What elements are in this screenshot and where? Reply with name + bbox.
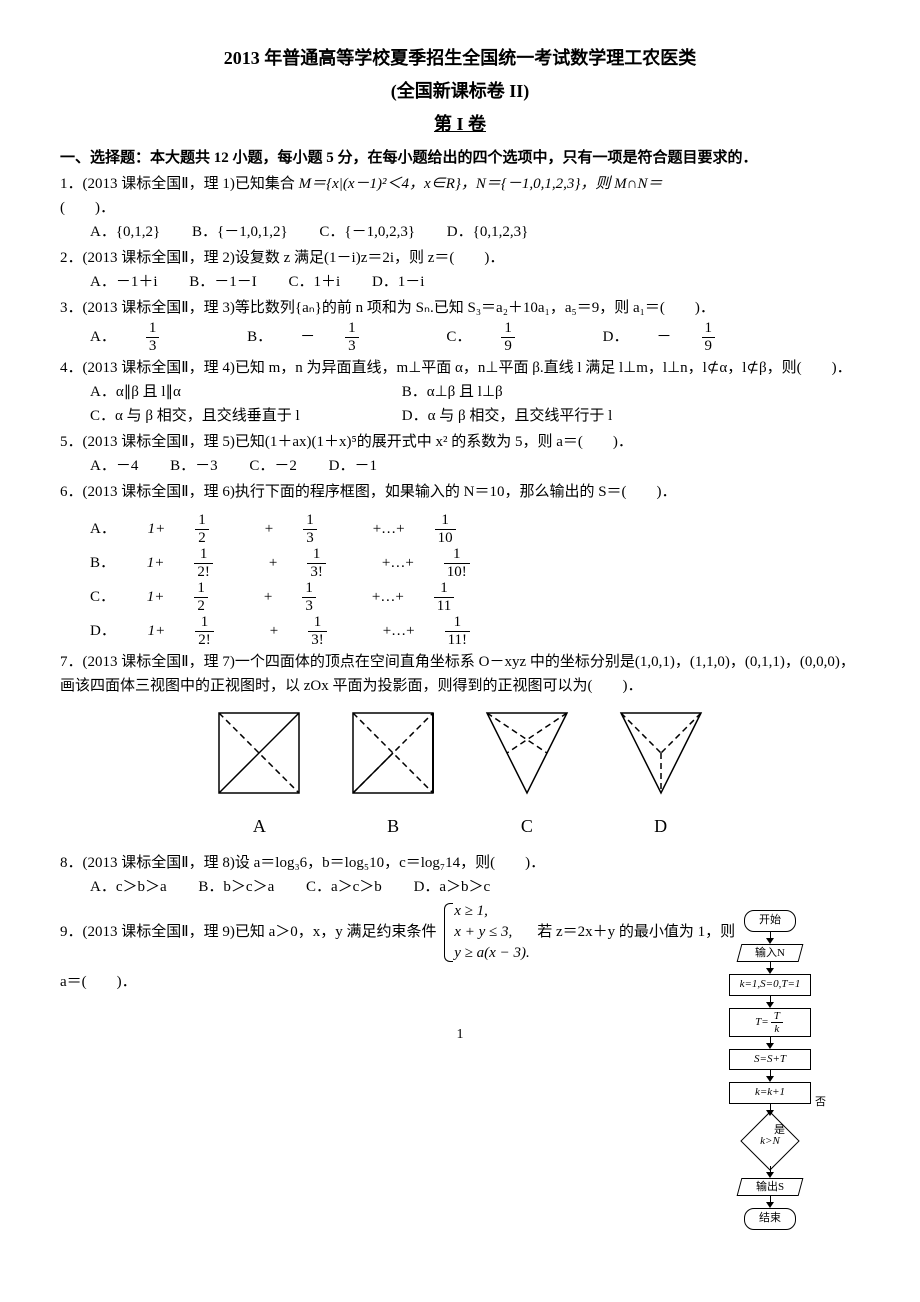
q8-opt-a: A．c＞b＞a xyxy=(90,875,167,899)
q7-fig-b: B xyxy=(348,708,438,841)
q3-stem: 3．(2013 课标全国Ⅱ，理 3)等比数列{aₙ}的前 n 项和为 Sₙ.已知… xyxy=(60,300,715,316)
q6-opt-b: B． 1+12!+13!+…+110! xyxy=(90,546,780,580)
q2-stem: 2．(2013 课标全国Ⅱ，理 2)设复数 z 满足(1－i)z＝2i，则 z＝… xyxy=(60,250,504,266)
flow-yes-label: 是 xyxy=(774,1122,785,1140)
q5-opt-a: A．－4 xyxy=(90,454,138,478)
flow-start: 开始 xyxy=(744,910,796,932)
flowchart: 开始 输入N k=1,S=0,T=1 T=Tk S=S+T k=k+1 k>N … xyxy=(720,910,820,1229)
title-line-1: 2013 年普通高等学校夏季招生全国统一考试数学理工农医类 xyxy=(60,44,860,73)
question-8: 8．(2013 课标全国Ⅱ，理 8)设 a＝log₃6，b＝log₅10，c＝l… xyxy=(60,851,860,899)
q3-opt-c: C．19 xyxy=(446,320,571,354)
q7-fig-a: A xyxy=(214,708,304,841)
q6-opt-d: D． 1+12!+13!+…+111! xyxy=(90,614,780,648)
q2-opt-d: D．1－i xyxy=(372,270,425,294)
question-3: 3．(2013 课标全国Ⅱ，理 3)等比数列{aₙ}的前 n 项和为 Sₙ.已知… xyxy=(60,296,860,354)
flow-output: 输出S xyxy=(737,1178,804,1196)
q4-opt-d: D．α 与 β 相交，且交线平行于 l xyxy=(402,404,613,428)
title-line-3: 第 I 卷 xyxy=(60,110,860,139)
question-7: 7．(2013 课标全国Ⅱ，理 7)一个四面体的顶点在空间直角坐标系 O－xyz… xyxy=(60,650,860,841)
q1-paren: ( )． xyxy=(60,196,860,220)
q7-figures: A B C xyxy=(60,708,860,841)
q8-opt-b: B．b＞c＞a xyxy=(198,875,274,899)
q5-stem: 5．(2013 课标全国Ⅱ，理 5)已知(1＋ax)(1＋x)⁵的展开式中 x²… xyxy=(60,434,633,450)
flow-cond: k>N xyxy=(740,1111,799,1170)
flow-step1: T=Tk xyxy=(729,1008,811,1037)
q5-opt-c: C．－2 xyxy=(249,454,297,478)
q7-fig-c: C xyxy=(482,708,572,841)
q5-opt-b: B．－3 xyxy=(170,454,218,478)
q1-opt-b: B．{－1,0,1,2} xyxy=(192,220,288,244)
flow-input: 输入N xyxy=(737,944,804,962)
q9-stem-a: 9．(2013 课标全国Ⅱ，理 9)已知 a＞0，x，y 满足约束条件 xyxy=(60,924,437,940)
q6-stem: 6．(2013 课标全国Ⅱ，理 6)执行下面的程序框图，如果输入的 N＝10，那… xyxy=(60,484,677,500)
q9-system: x ≥ 1, x + y ≤ 3, y ≥ a(x − 3). xyxy=(440,901,529,964)
title-line-2: (全国新课标卷 II) xyxy=(60,77,860,106)
question-4: 4．(2013 课标全国Ⅱ，理 4)已知 m，n 为异面直线，m⊥平面 α，n⊥… xyxy=(60,356,860,428)
flow-step2: S=S+T xyxy=(729,1049,811,1071)
q7-svg-b xyxy=(348,708,438,798)
question-2: 2．(2013 课标全国Ⅱ，理 2)设复数 z 满足(1－i)z＝2i，则 z＝… xyxy=(60,246,860,294)
q9-stem-b: 若 z＝2x＋y 的最小值为 1，则 xyxy=(537,924,735,940)
q5-opt-d: D．－1 xyxy=(329,454,377,478)
q1-opt-c: C．{－1,0,2,3} xyxy=(319,220,415,244)
q7-fig-d: D xyxy=(616,708,706,841)
q4-opt-c: C．α 与 β 相交，且交线垂直于 l xyxy=(90,404,370,428)
question-1: 1．(2013 课标全国Ⅱ，理 1)已知集合 M＝{x|(x－1)²＜4，x∈R… xyxy=(60,172,860,244)
flow-no-label: 否 xyxy=(815,1094,826,1112)
q7-stem: 7．(2013 课标全国Ⅱ，理 7)一个四面体的顶点在空间直角坐标系 O－xyz… xyxy=(60,654,855,694)
question-6: 6．(2013 课标全国Ⅱ，理 6)执行下面的程序框图，如果输入的 N＝10，那… xyxy=(60,480,780,648)
flow-end: 结束 xyxy=(744,1208,796,1230)
q4-stem: 4．(2013 课标全国Ⅱ，理 4)已知 m，n 为异面直线，m⊥平面 α，n⊥… xyxy=(60,360,852,376)
q2-opt-a: A．－1＋i xyxy=(90,270,158,294)
q1-opt-d: D．{0,1,2,3} xyxy=(447,220,528,244)
q3-opt-a: A．13 xyxy=(90,320,215,354)
q2-opt-b: B．－1－I xyxy=(189,270,257,294)
question-5: 5．(2013 课标全国Ⅱ，理 5)已知(1＋ax)(1＋x)⁵的展开式中 x²… xyxy=(60,430,780,478)
flow-step3: k=k+1 xyxy=(729,1082,811,1104)
q8-stem: 8．(2013 课标全国Ⅱ，理 8)设 a＝log₃6，b＝log₅10，c＝l… xyxy=(60,855,545,871)
q6-opt-a: A． 1+12+13+…+110 xyxy=(90,512,780,546)
q1-stem-b: M＝{x|(x－1)²＜4，x∈R}，N＝{－1,0,1,2,3}，则 M∩N＝ xyxy=(299,176,663,192)
q4-opt-a: A．α∥β 且 l∥α xyxy=(90,380,370,404)
q6-opt-c: C． 1+12+13+…+111 xyxy=(90,580,780,614)
q8-opt-d: D．a＞b＞c xyxy=(414,875,491,899)
section-1-heading: 一、选择题：本大题共 12 小题，每小题 5 分，在每小题给出的四个选项中，只有… xyxy=(60,146,860,170)
q7-svg-a xyxy=(214,708,304,798)
flow-init: k=1,S=0,T=1 xyxy=(729,974,811,996)
q7-svg-d xyxy=(616,708,706,798)
q8-opt-c: C．a＞c＞b xyxy=(306,875,382,899)
q4-opt-b: B．α⊥β 且 l⊥β xyxy=(402,380,503,404)
q2-opt-c: C．1＋i xyxy=(289,270,341,294)
q1-stem-a: 1．(2013 课标全国Ⅱ，理 1)已知集合 xyxy=(60,176,299,192)
q1-opt-a: A．{0,1,2} xyxy=(90,220,160,244)
q3-opt-d: D．－19 xyxy=(603,320,771,354)
q3-opt-b: B．－13 xyxy=(247,320,415,354)
q7-svg-c xyxy=(482,708,572,798)
